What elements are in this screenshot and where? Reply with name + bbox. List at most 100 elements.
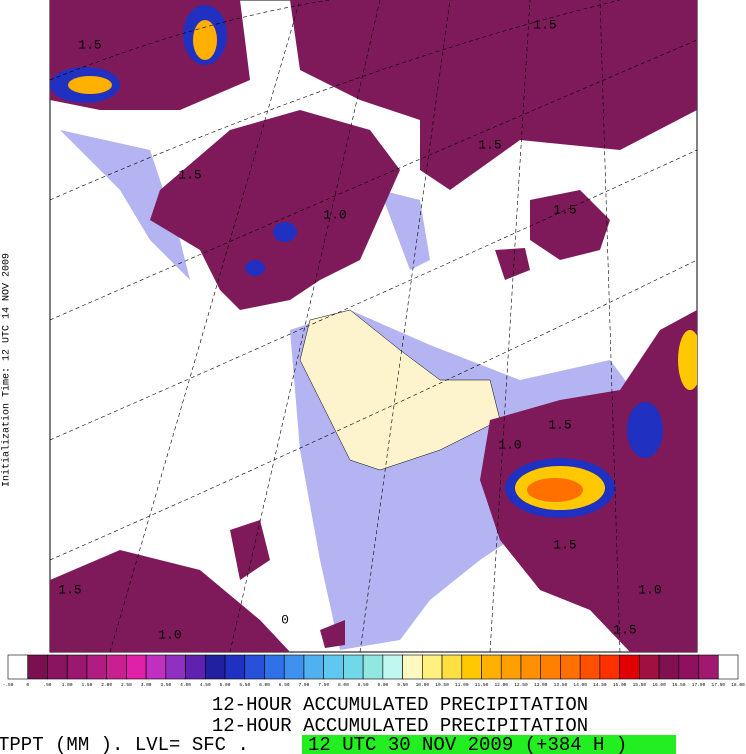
color-swatch (461, 654, 482, 680)
color-swatch (599, 654, 620, 680)
contour-label: 1.5 (78, 37, 101, 52)
precip-heavy (495, 248, 530, 280)
colorbar-label: 2.00 (101, 682, 112, 688)
precip-core (273, 222, 297, 242)
colorbar-label: 10.50 (435, 682, 449, 688)
colorbar-label: 11.00 (455, 682, 469, 688)
color-swatch (698, 654, 719, 680)
contour-label: 1.5 (548, 417, 571, 432)
colorbar-label: 3.00 (141, 682, 152, 688)
arabia (299, 309, 501, 471)
contour-label: 0 (281, 612, 289, 627)
colorbar-label: .50 (43, 682, 51, 688)
colorbar-label: 7.00 (299, 682, 310, 688)
color-swatch (481, 654, 502, 680)
colorbar-label: 14.50 (593, 682, 607, 688)
colorbar-label: 4.50 (200, 682, 211, 688)
contour-label: 1.0 (498, 437, 521, 452)
colorbar-label: 3.50 (160, 682, 171, 688)
contour-label: 1.0 (638, 582, 661, 597)
precip-heavy (150, 110, 400, 310)
contour-label: 1.0 (323, 207, 346, 222)
color-swatch (619, 654, 640, 680)
precip-core (627, 402, 663, 458)
contour-label: 1.5 (553, 202, 576, 217)
color-swatch (639, 654, 660, 680)
side-label: Initialization Time: 12 UTC 14 NOV 2009 (1, 253, 13, 487)
precip-light (380, 190, 430, 270)
colorbar-label: 13.00 (534, 682, 548, 688)
colorbar-label: 12.00 (494, 682, 508, 688)
colorbar-label: 15.00 (613, 682, 627, 688)
contour-label: 1.5 (613, 622, 636, 637)
colorbar-label: 14.00 (573, 682, 587, 688)
color-swatch (500, 654, 522, 680)
valid-time: 12 UTC 30 NOV 2009 (+384 H ) (308, 734, 627, 754)
contour-label: 1.5 (178, 167, 201, 182)
contour-label: 1.5 (58, 582, 81, 597)
color-swatch (126, 654, 147, 680)
colorbar-label: 6.50 (279, 682, 290, 688)
color-swatch (362, 654, 384, 680)
colorbar-label: 8.00 (338, 682, 349, 688)
graticule (50, 0, 697, 652)
contour-label: 1.5 (533, 17, 556, 32)
colorbar-label: 5.50 (239, 682, 250, 688)
precip-heavy (230, 520, 270, 580)
color-swatch (145, 654, 167, 680)
color-swatch (658, 654, 680, 680)
colorbar-label: 11.50 (475, 682, 489, 688)
color-swatch (185, 654, 206, 680)
color-swatch (579, 654, 601, 680)
colorbar: -.50 0 .50 1.00 1.50 2.00 2.50 3.00 3.50 4.00 4.50… (3, 654, 745, 688)
precip-core (68, 76, 112, 94)
color-swatch (283, 654, 305, 680)
precip-heavy (320, 620, 345, 648)
color-swatch (441, 654, 463, 680)
color-swatch (560, 654, 581, 680)
colorbar-label: 13.50 (554, 682, 568, 688)
colorbar-label: 8.50 (358, 682, 369, 688)
contour-label: 1.5 (553, 537, 576, 552)
colorbar-label: 10.00 (416, 682, 430, 688)
color-swatch (402, 654, 423, 680)
colorbar-label: 2.50 (121, 682, 132, 688)
precip-core (193, 20, 217, 60)
color-swatch (303, 654, 324, 680)
colorbar-label: 9.50 (397, 682, 408, 688)
colorbar-label: -.50 (3, 682, 14, 688)
color-swatch (343, 654, 364, 680)
color-swatch (86, 654, 107, 680)
color-swatch (717, 654, 739, 680)
map: 1.5 1.5 1.5 1.0 1.5 1.5 1.0 1.5 1.5 1.0 1.5 1.0 1.5 0 (49, 0, 698, 653)
contour-label: 1.0 (158, 627, 181, 642)
colorbar-label: 0 (26, 682, 29, 688)
field-label: TPPT (MM ). LVL= SFC . (0, 734, 249, 754)
colorbar-label: 15.50 (633, 682, 647, 688)
colorbar-label: 4.00 (180, 682, 191, 688)
colorbar-label: 5.00 (220, 682, 231, 688)
colorbar-label: 6.00 (259, 682, 270, 688)
colorbar-label: 16.00 (652, 682, 666, 688)
color-swatch (678, 654, 699, 680)
colorbar-label: 12.50 (514, 682, 528, 688)
color-swatch (540, 654, 561, 680)
color-swatch (204, 654, 226, 680)
color-swatch (244, 654, 265, 680)
contour-label: 1.5 (478, 137, 501, 152)
color-swatch (422, 654, 443, 680)
precip-core (678, 330, 697, 390)
colorbar-label: 17.00 (692, 682, 706, 688)
precip-core (245, 260, 265, 276)
colorbar-label: 18.00 (731, 682, 745, 688)
colorbar-label: 1.00 (62, 682, 73, 688)
colorbar-label: 7.50 (318, 682, 329, 688)
color-swatch (264, 654, 285, 680)
color-swatch (106, 654, 127, 680)
colorbar-label: 16.50 (672, 682, 686, 688)
valid-time-box (302, 735, 676, 754)
colorbar-label: 9.00 (377, 682, 388, 688)
title: 12-HOUR ACCUMULATED PRECIPITATION (212, 694, 588, 716)
color-swatch (47, 654, 68, 680)
